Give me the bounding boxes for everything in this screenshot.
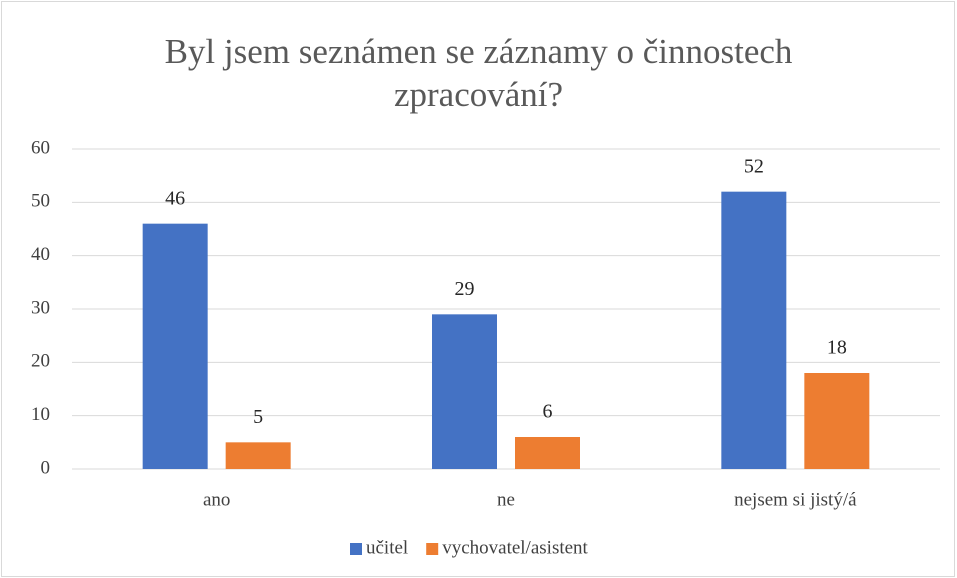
chart-title: Byl jsem seznámen se záznamy o činnostec… [164,32,793,114]
data-label: 6 [543,401,553,423]
y-tick-label: 0 [41,457,51,478]
y-tick-label: 10 [31,404,50,425]
x-tick-label: nejsem si jistý/á [734,489,857,510]
data-label: 5 [253,406,263,428]
data-label: 52 [744,155,764,177]
legend-swatch [350,543,362,555]
legend-label: vychovatel/asistent [442,537,588,558]
bar [432,314,497,469]
bar [225,442,291,469]
legend-label: učitel [366,537,408,558]
data-label: 29 [455,278,475,300]
y-tick-label: 20 [31,351,50,372]
bar [142,223,208,469]
bar [515,437,580,469]
bar [804,373,870,469]
y-tick-label: 60 [31,137,50,158]
legend-swatch [426,543,439,555]
data-label: 18 [827,337,847,359]
y-tick-label: 40 [31,244,50,265]
y-tick-label: 30 [31,297,50,318]
x-tick-label: ne [497,489,515,510]
y-tick-label: 50 [31,191,50,212]
data-label: 46 [165,187,185,209]
x-tick-label: ano [203,489,230,510]
bar [721,191,787,469]
